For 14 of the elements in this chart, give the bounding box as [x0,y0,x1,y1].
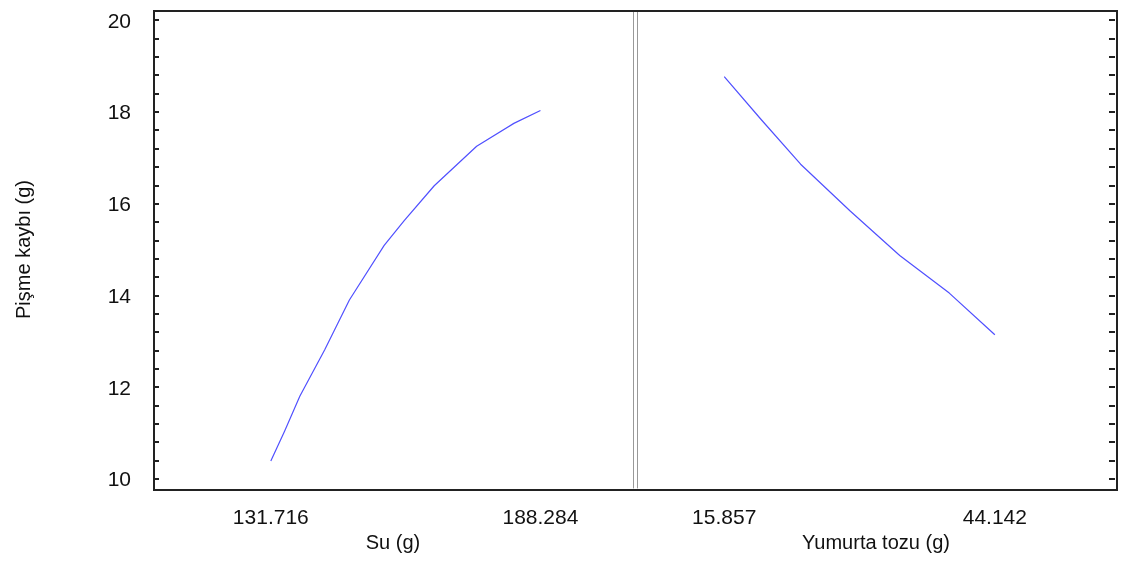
x-axis-title: Su (g) [365,531,421,553]
x-axis-title: Yumurta tozu (g) [802,531,950,553]
y-tick-label: 16 [107,192,131,216]
y-tick-label: 14 [107,283,132,307]
y-tick-label: 10 [107,467,131,491]
x-tick-label: 131.716 [232,505,309,528]
y-tick-label: 18 [107,100,131,124]
y-axis-title: Pişme kaybı (g) [12,180,34,319]
line-series [270,109,542,462]
y-tick-label: 12 [107,375,131,399]
y-tick-label: 20 [107,8,131,32]
x-tick-label: 188.284 [502,505,579,528]
x-tick-label: 15.857 [692,505,757,528]
x-tick-label: 44.142 [962,505,1027,528]
